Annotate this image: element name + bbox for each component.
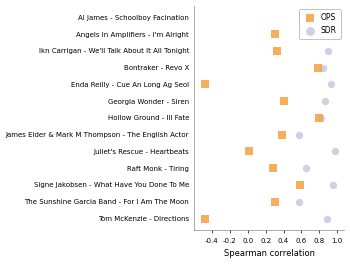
Point (320, 65, 326, 70)
Point (296, 200, 302, 204)
Point (332, 149, 337, 154)
Point (274, 49, 280, 53)
Point (202, 82, 208, 87)
Point (279, 133, 285, 137)
Point (297, 183, 302, 187)
Point (330, 183, 336, 187)
Point (335, 15, 340, 20)
Point (272, 200, 277, 204)
Point (272, 32, 277, 36)
Point (315, 65, 320, 70)
Point (324, 216, 329, 221)
Point (296, 133, 302, 137)
Point (316, 116, 322, 120)
Legend: OPS, SDR: OPS, SDR (299, 10, 341, 39)
Point (335, 32, 340, 36)
Point (303, 166, 309, 170)
Point (326, 49, 331, 53)
Point (322, 99, 328, 103)
Point (318, 116, 324, 120)
Point (247, 149, 252, 154)
X-axis label: Spearman correlation: Spearman correlation (224, 249, 315, 258)
Point (202, 216, 208, 221)
Point (300, 15, 306, 20)
Point (328, 82, 334, 87)
Point (270, 166, 275, 170)
Point (281, 99, 286, 103)
